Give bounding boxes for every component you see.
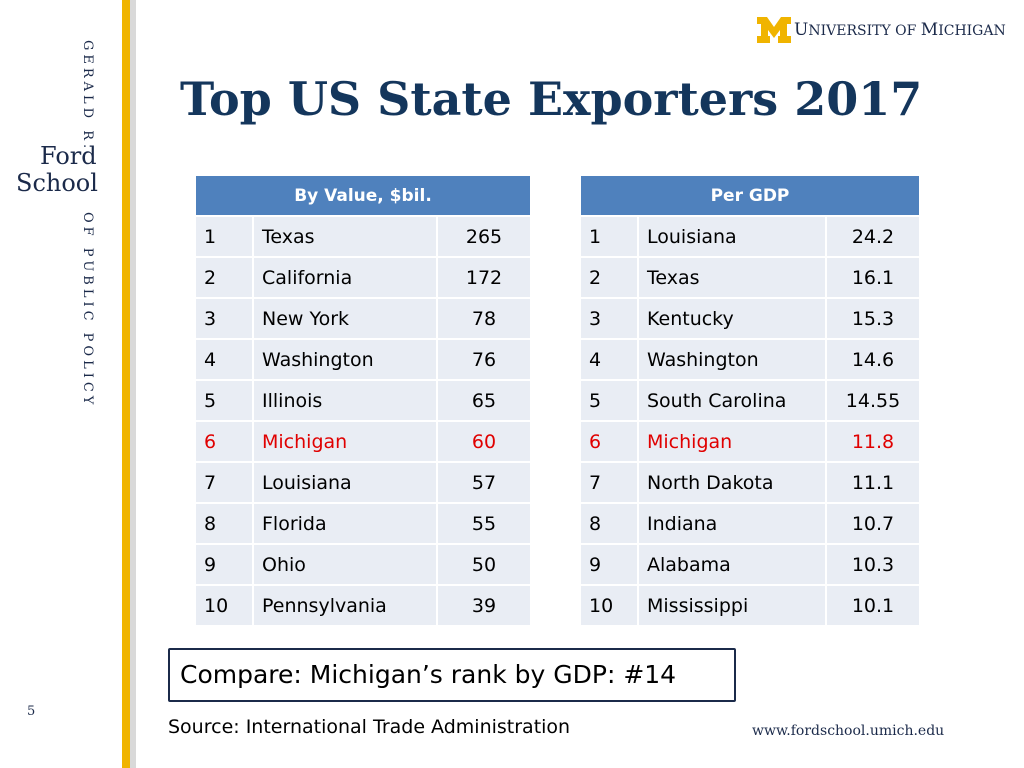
value-cell: 172 — [438, 258, 530, 297]
state-cell: North Dakota — [639, 463, 825, 502]
rank-cell: 9 — [196, 545, 252, 584]
by-value-header: By Value, $bil. — [196, 176, 530, 215]
value-cell: 14.55 — [827, 381, 919, 420]
state-cell: Florida — [254, 504, 436, 543]
state-cell: Kentucky — [639, 299, 825, 338]
sidebar-accent-shadow — [130, 0, 136, 768]
rank-cell: 7 — [196, 463, 252, 502]
rank-cell: 4 — [196, 340, 252, 379]
rank-cell: 9 — [581, 545, 637, 584]
value-cell: 15.3 — [827, 299, 919, 338]
value-cell: 10.3 — [827, 545, 919, 584]
state-cell: New York — [254, 299, 436, 338]
value-cell: 57 — [438, 463, 530, 502]
per-gdp-header: Per GDP — [581, 176, 919, 215]
rank-cell: 3 — [196, 299, 252, 338]
state-cell: Louisiana — [639, 217, 825, 256]
rank-cell: 6 — [196, 422, 252, 461]
state-cell: Indiana — [639, 504, 825, 543]
block-m-icon — [757, 17, 791, 43]
table-row: 10 Pennsylvania 39 — [196, 586, 530, 625]
value-cell: 24.2 — [827, 217, 919, 256]
compare-note-box: Compare: Michigan’s rank by GDP: #14 — [168, 648, 736, 702]
rank-cell: 8 — [196, 504, 252, 543]
state-cell: Washington — [639, 340, 825, 379]
state-cell: South Carolina — [639, 381, 825, 420]
state-cell: Washington — [254, 340, 436, 379]
rank-cell: 1 — [196, 217, 252, 256]
table-row: 4 Washington 76 — [196, 340, 530, 379]
footer-url: www.fordschool.umich.edu — [752, 723, 945, 739]
table-row: 8 Indiana 10.7 — [581, 504, 919, 543]
table-row: 9 Ohio 50 — [196, 545, 530, 584]
logo-school-text: School — [16, 169, 98, 197]
rank-cell: 6 — [581, 422, 637, 461]
rank-cell: 2 — [196, 258, 252, 297]
state-cell: Michigan — [254, 422, 436, 461]
table-row: 3 Kentucky 15.3 — [581, 299, 919, 338]
logo-ford-text: Ford — [40, 142, 97, 170]
slide-title: Top US State Exporters 2017 — [180, 72, 923, 126]
state-cell: Mississippi — [639, 586, 825, 625]
state-cell: Texas — [639, 258, 825, 297]
table-row: 7 North Dakota 11.1 — [581, 463, 919, 502]
value-cell: 60 — [438, 422, 530, 461]
table-row: 4 Washington 14.6 — [581, 340, 919, 379]
by-value-table: By Value, $bil. 1 Texas 265 2 California 172 3… — [194, 174, 532, 627]
state-cell: Michigan — [639, 422, 825, 461]
rank-cell: 1 — [581, 217, 637, 256]
state-cell: Pennsylvania — [254, 586, 436, 625]
table-row: 2 Texas 16.1 — [581, 258, 919, 297]
state-cell: California — [254, 258, 436, 297]
source-note: Source: International Trade Administrati… — [168, 716, 571, 738]
table-row: 1 Louisiana 24.2 — [581, 217, 919, 256]
state-cell: Louisiana — [254, 463, 436, 502]
value-cell: 76 — [438, 340, 530, 379]
state-cell: Alabama — [639, 545, 825, 584]
table-row: 7 Louisiana 57 — [196, 463, 530, 502]
table-row: 10 Mississippi 10.1 — [581, 586, 919, 625]
rank-cell: 10 — [196, 586, 252, 625]
per-gdp-table: Per GDP 1 Louisiana 24.2 2 Texas 16.1 3 Kentuck… — [579, 174, 921, 627]
slide-number: 5 — [27, 704, 36, 719]
value-cell: 10.7 — [827, 504, 919, 543]
rank-cell: 7 — [581, 463, 637, 502]
state-cell: Ohio — [254, 545, 436, 584]
value-cell: 78 — [438, 299, 530, 338]
value-cell: 55 — [438, 504, 530, 543]
table-row: 2 California 172 — [196, 258, 530, 297]
value-cell: 39 — [438, 586, 530, 625]
table-row: 6 Michigan 60 — [196, 422, 530, 461]
state-cell: Illinois — [254, 381, 436, 420]
rank-cell: 5 — [196, 381, 252, 420]
university-name: UNIVERSITY OF MICHIGAN — [794, 20, 1006, 40]
table-row: 6 Michigan 11.8 — [581, 422, 919, 461]
table-row: 5 South Carolina 14.55 — [581, 381, 919, 420]
university-logo: UNIVERSITY OF MICHIGAN — [756, 16, 1006, 44]
table-row: 1 Texas 265 — [196, 217, 530, 256]
rank-cell: 8 — [581, 504, 637, 543]
table-row: 9 Alabama 10.3 — [581, 545, 919, 584]
value-cell: 50 — [438, 545, 530, 584]
value-cell: 10.1 — [827, 586, 919, 625]
table-row: 8 Florida 55 — [196, 504, 530, 543]
value-cell: 16.1 — [827, 258, 919, 297]
logo-public-policy-text: OF PUBLIC POLICY — [80, 212, 95, 409]
state-cell: Texas — [254, 217, 436, 256]
value-cell: 11.1 — [827, 463, 919, 502]
rank-cell: 2 — [581, 258, 637, 297]
value-cell: 11.8 — [827, 422, 919, 461]
value-cell: 65 — [438, 381, 530, 420]
value-cell: 14.6 — [827, 340, 919, 379]
rank-cell: 3 — [581, 299, 637, 338]
rank-cell: 4 — [581, 340, 637, 379]
rank-cell: 10 — [581, 586, 637, 625]
table-row: 5 Illinois 65 — [196, 381, 530, 420]
value-cell: 265 — [438, 217, 530, 256]
rank-cell: 5 — [581, 381, 637, 420]
table-row: 3 New York 78 — [196, 299, 530, 338]
logo-gerald-text: GERALD R. — [80, 40, 95, 153]
